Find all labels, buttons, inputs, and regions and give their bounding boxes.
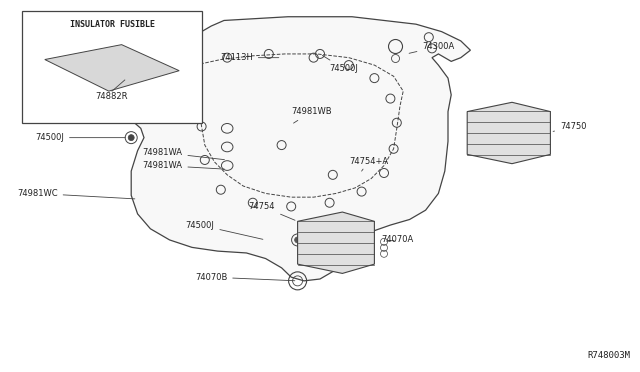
Text: 74113H: 74113H bbox=[220, 53, 279, 62]
Text: 74754+A: 74754+A bbox=[349, 157, 388, 171]
Text: 74981WA: 74981WA bbox=[142, 161, 225, 170]
Text: 74500J: 74500J bbox=[323, 55, 358, 73]
FancyBboxPatch shape bbox=[22, 11, 202, 123]
Text: 74300A: 74300A bbox=[409, 42, 454, 53]
Text: 74882R: 74882R bbox=[96, 92, 128, 101]
Text: 74981WA: 74981WA bbox=[142, 148, 225, 160]
Circle shape bbox=[128, 135, 134, 141]
Text: 74750: 74750 bbox=[553, 122, 586, 131]
Text: 74754: 74754 bbox=[249, 202, 295, 220]
Polygon shape bbox=[298, 212, 374, 273]
Text: 74981WC: 74981WC bbox=[17, 189, 135, 199]
Circle shape bbox=[294, 237, 301, 243]
Text: INSULATOR FUSIBLE: INSULATOR FUSIBLE bbox=[70, 20, 154, 29]
Text: 74070B: 74070B bbox=[195, 273, 295, 282]
Polygon shape bbox=[131, 17, 470, 281]
Text: R748003M: R748003M bbox=[588, 351, 630, 360]
Text: 74070A: 74070A bbox=[381, 235, 413, 244]
Text: 74500J: 74500J bbox=[186, 221, 263, 239]
Text: 74981WB: 74981WB bbox=[291, 107, 332, 123]
Text: 74500J: 74500J bbox=[35, 133, 125, 142]
Polygon shape bbox=[45, 45, 179, 91]
Polygon shape bbox=[467, 102, 550, 164]
